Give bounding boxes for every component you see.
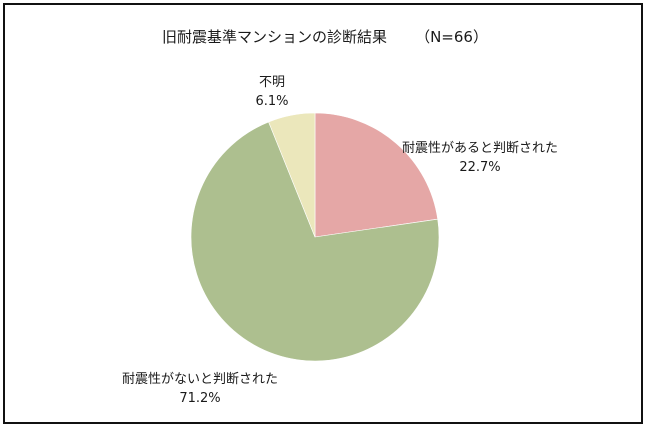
chart-title-text: 旧耐震基準マンションの診断結果 bbox=[162, 28, 388, 46]
slice-label-unknown: 不明 6.1% bbox=[232, 73, 312, 111]
slice-label-yes: 耐震性があると判断された 22.7% bbox=[380, 139, 580, 177]
slice-label-unknown-value: 6.1% bbox=[255, 94, 289, 109]
chart-title: 旧耐震基準マンションの診断結果 （N=66） bbox=[0, 26, 650, 47]
slice-unknown bbox=[268, 112, 316, 238]
slice-label-unknown-text: 不明 bbox=[258, 75, 285, 90]
slice-label-no: 耐震性がないと判断された 71.2% bbox=[100, 370, 300, 408]
slice-label-no-text: 耐震性がないと判断された bbox=[121, 372, 278, 387]
slice-label-yes-value: 22.7% bbox=[459, 160, 501, 175]
chart-sample-size: （N=66） bbox=[415, 28, 488, 46]
slice-label-yes-text: 耐震性があると判断された bbox=[401, 141, 558, 156]
slice-label-no-value: 71.2% bbox=[179, 391, 221, 406]
slice-yes bbox=[314, 112, 439, 238]
slice-no bbox=[190, 121, 440, 362]
